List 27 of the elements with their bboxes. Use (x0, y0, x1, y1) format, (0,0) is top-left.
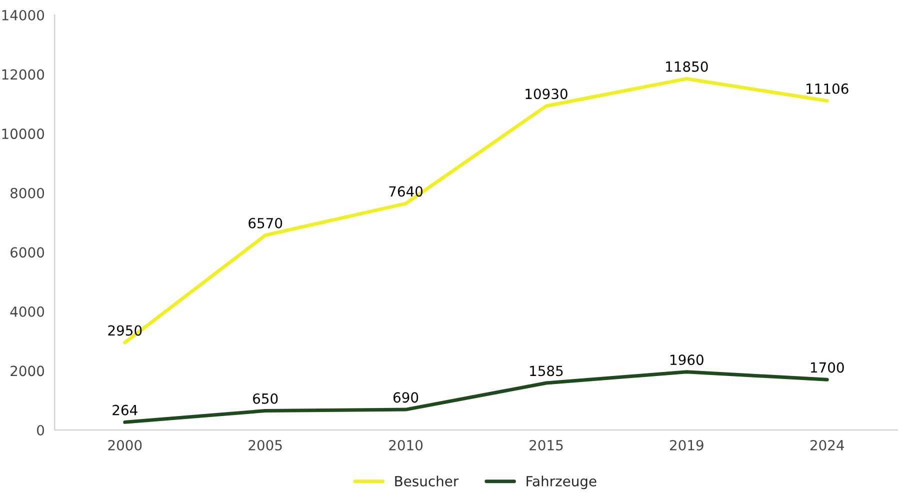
x-tick-label: 2000 (108, 440, 142, 450)
legend-label: Fahrzeuge (526, 476, 596, 490)
y-tick-label: 0 (37, 424, 44, 436)
x-tick-label: 2005 (248, 440, 282, 450)
x-tick-label: 2019 (670, 440, 704, 450)
data-label: 10930 (526, 88, 568, 100)
data-label: 1960 (670, 354, 704, 366)
data-label: 11850 (666, 61, 708, 72)
data-label: 6570 (248, 218, 282, 228)
legend-label: Besucher (395, 476, 459, 486)
y-tick-label: 10000 (2, 128, 44, 140)
y-tick-label: 8000 (10, 188, 44, 198)
data-label: 1700 (810, 362, 844, 373)
data-label: 650 (253, 393, 278, 404)
data-label: 264 (112, 404, 138, 416)
y-tick-label: 2000 (10, 366, 44, 376)
y-tick-label: 14000 (2, 10, 44, 20)
data-label: 11106 (806, 83, 848, 94)
data-label: 7640 (389, 186, 423, 197)
y-tick-label: 4000 (10, 306, 44, 317)
x-tick-label: 2010 (389, 440, 423, 450)
data-label: 1585 (530, 366, 563, 376)
x-tick-label: 2024 (810, 440, 844, 450)
y-tick-label: 6000 (10, 247, 44, 258)
data-label: 690 (393, 392, 418, 403)
y-tick-label: 12000 (2, 69, 44, 80)
x-tick-label: 2015 (530, 440, 563, 450)
